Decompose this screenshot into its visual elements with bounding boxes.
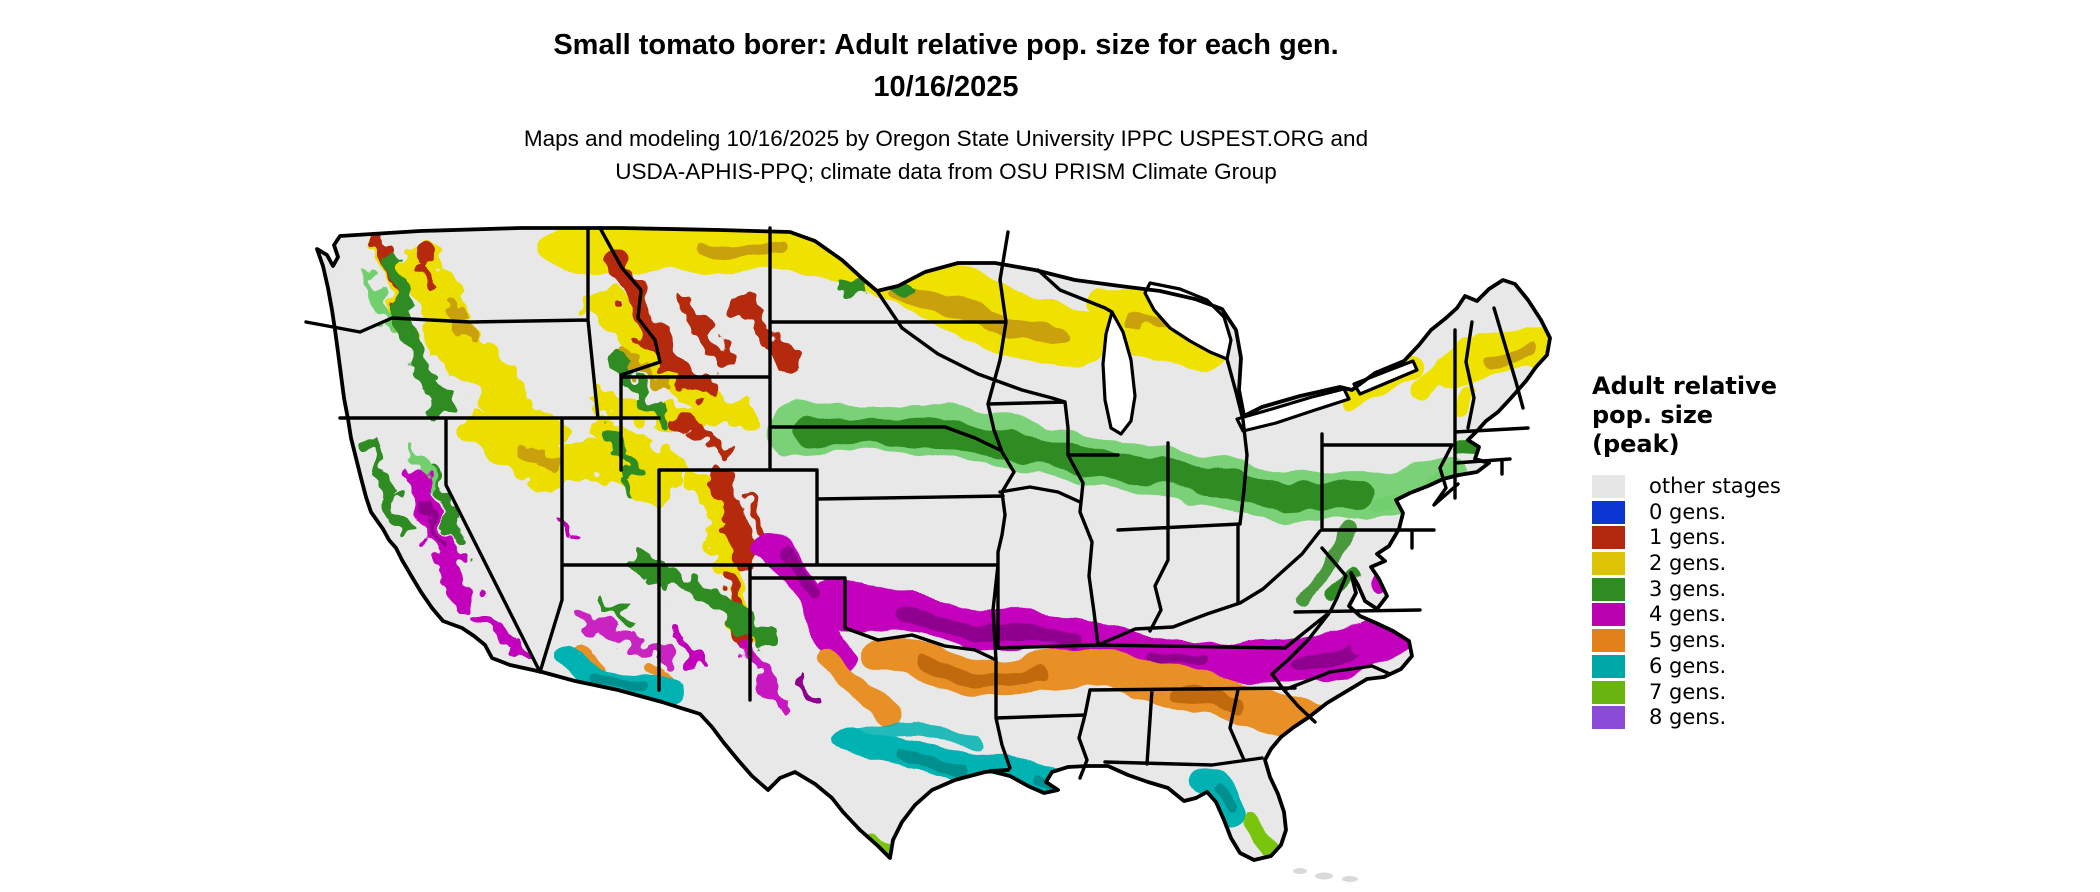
legend-swatch: [1592, 654, 1625, 678]
page-title: Small tomato borer: Adult relative pop. …: [553, 29, 1339, 61]
legend-swatch: [1592, 706, 1625, 730]
legend-items: other stages 0 gens. 1 gens. 2 gens. 3 g…: [1592, 475, 1852, 730]
florida-keys: [1293, 868, 1358, 882]
legend-item-label: 3 gens.: [1649, 576, 1727, 601]
legend-item-label: other stages: [1649, 474, 1781, 498]
legend-swatch: [1592, 552, 1625, 576]
subtitle-line2: USDA-APHIS-PPQ; climate data from OSU PR…: [615, 159, 1277, 184]
legend-item: 6 gens.: [1592, 653, 1852, 678]
legend-item-label: 0 gens.: [1649, 499, 1727, 524]
legend-title: Adult relative pop. size (peak): [1592, 372, 1852, 459]
legend-title-line1: Adult relative: [1592, 372, 1778, 400]
legend-title-line3: (peak): [1592, 430, 1680, 458]
legend-item: other stages: [1592, 475, 1852, 498]
legend-item-label: 7 gens.: [1649, 679, 1727, 704]
legend-item-label: 8 gens.: [1649, 705, 1727, 730]
us-map-svg: [304, 226, 1552, 882]
gen7-areas: [864, 811, 1280, 860]
legend-item: 5 gens.: [1592, 628, 1852, 653]
legend-item-label: 6 gens.: [1649, 653, 1727, 678]
us-map: [236, 165, 1568, 892]
great-lakes: [1101, 281, 1419, 436]
subtitle-line1: Maps and modeling 10/16/2025 by Oregon S…: [523, 126, 1369, 151]
map-legend: Adult relative pop. size (peak) other st…: [1592, 372, 1852, 730]
legend-item-label: 4 gens.: [1649, 602, 1727, 627]
legend-swatch: [1592, 629, 1625, 653]
legend-item: 4 gens.: [1592, 602, 1852, 627]
legend-swatch: [1592, 603, 1625, 627]
page-title-date: 10/16/2025: [873, 71, 1019, 103]
legend-item: 8 gens.: [1592, 705, 1852, 730]
legend-item: 2 gens.: [1592, 551, 1852, 576]
lake-erie: [1235, 387, 1351, 433]
legend-swatch: [1592, 680, 1625, 704]
legend-swatch: [1592, 475, 1625, 498]
legend-item-label: 1 gens.: [1649, 525, 1727, 550]
lake-huron: [1143, 281, 1233, 361]
legend-swatch: [1592, 500, 1625, 524]
legend-item-label: 5 gens.: [1649, 628, 1727, 653]
state-borders: [304, 226, 1530, 780]
legend-item: 1 gens.: [1592, 525, 1852, 550]
legend-item: 0 gens.: [1592, 499, 1852, 524]
lake-michigan: [1101, 310, 1137, 436]
legend-swatch: [1592, 526, 1625, 550]
legend-title-line2: pop. size: [1592, 401, 1714, 429]
lake-ontario: [1352, 359, 1419, 396]
legend-item-label: 2 gens.: [1649, 551, 1727, 576]
legend-item: 3 gens.: [1592, 576, 1852, 601]
legend-swatch: [1592, 577, 1625, 601]
header: Small tomato borer: Adult relative pop. …: [0, 24, 1892, 188]
legend-item: 7 gens.: [1592, 679, 1852, 704]
